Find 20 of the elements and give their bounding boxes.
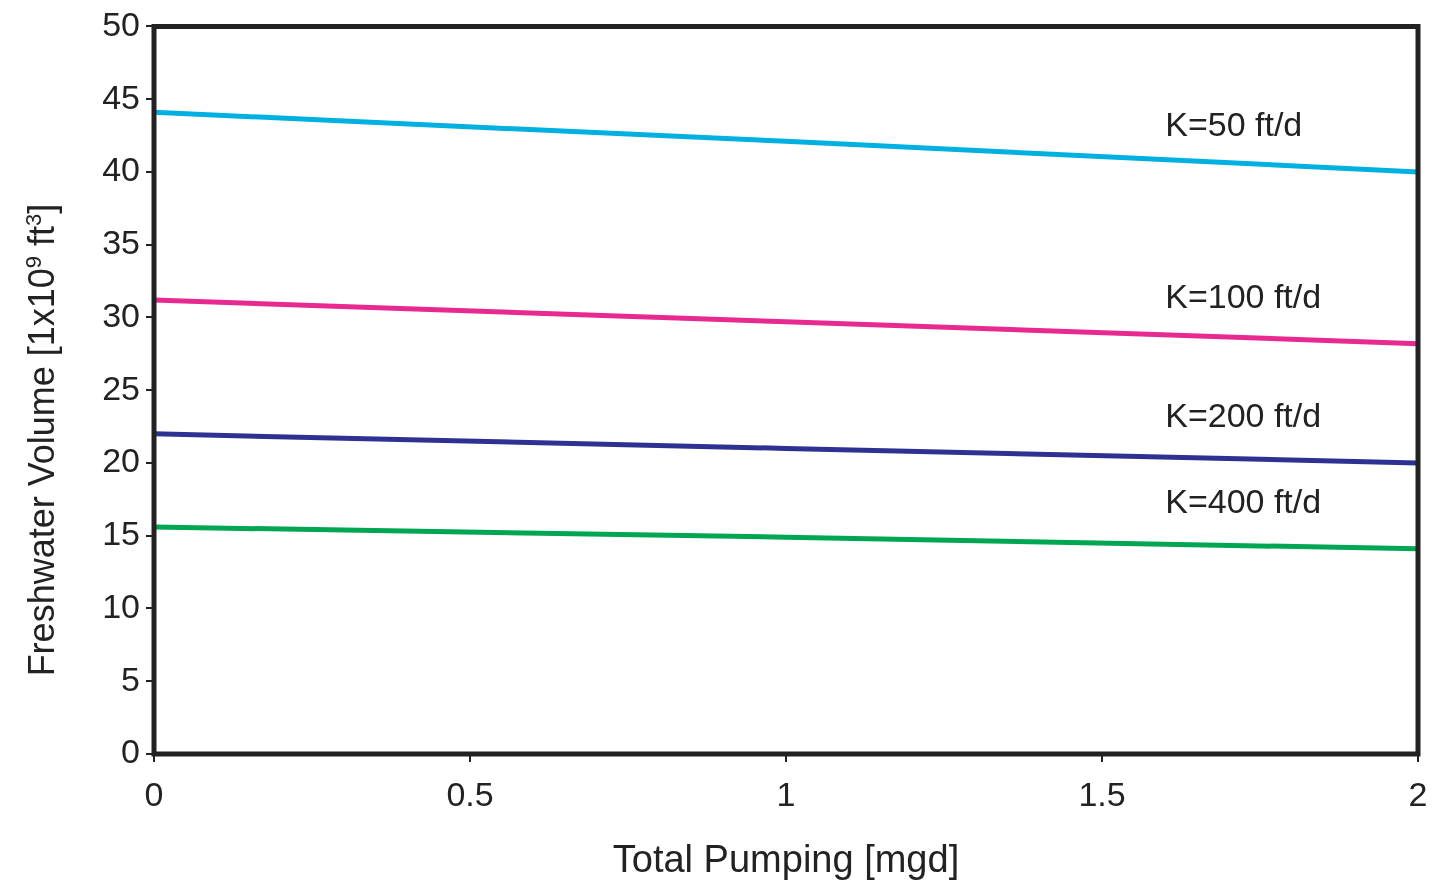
- y-tick-label: 20: [102, 441, 140, 480]
- y-tick-label: 25: [102, 368, 140, 407]
- y-tick-label: 45: [102, 77, 140, 116]
- series-label: K=400 ft/d: [1165, 482, 1322, 521]
- y-tick-label: 40: [102, 150, 140, 189]
- y-tick-label: 10: [102, 586, 140, 625]
- y-tick-label: 0: [121, 732, 140, 771]
- x-tick-label: 1.5: [1078, 774, 1126, 813]
- x-tick-label: 1: [776, 774, 796, 813]
- y-tick-label: 50: [102, 4, 140, 43]
- x-axis-title: Total Pumping [mgd]: [612, 837, 960, 880]
- x-tick-label: 0.5: [446, 774, 494, 813]
- x-tick-label: 2: [1408, 774, 1428, 813]
- y-tick-label: 5: [121, 659, 140, 698]
- y-tick-label: 15: [102, 514, 140, 553]
- y-tick-label: 30: [102, 295, 140, 334]
- series-label: K=200 ft/d: [1165, 396, 1322, 435]
- series-label: K=100 ft/d: [1165, 277, 1322, 316]
- y-tick-label: 35: [102, 223, 140, 262]
- series-label: K=50 ft/d: [1165, 105, 1303, 144]
